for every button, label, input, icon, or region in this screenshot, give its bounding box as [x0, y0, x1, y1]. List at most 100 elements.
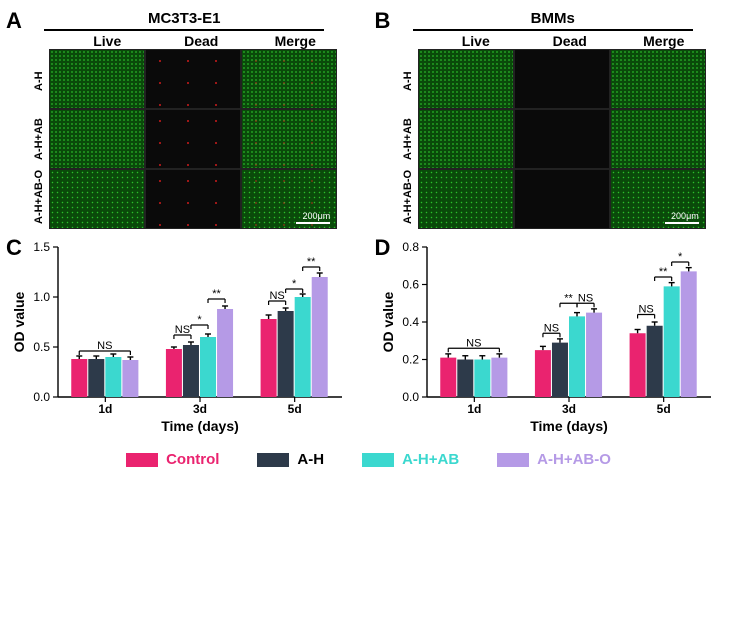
panel-b-title-line: [413, 29, 693, 31]
svg-text:NS: NS: [543, 322, 558, 334]
micrograph-merge: [242, 110, 336, 168]
panel-b-title: BMMs: [531, 10, 575, 27]
svg-text:*: *: [678, 251, 683, 263]
legend: Control A-H A-H+AB A-H+AB-O: [10, 445, 727, 468]
micrograph-merge: [242, 50, 336, 108]
svg-text:NS: NS: [466, 337, 481, 349]
row-label: A-H+AB: [400, 110, 416, 168]
svg-text:5d: 5d: [656, 402, 670, 416]
svg-text:1d: 1d: [467, 402, 481, 416]
panel-b-row-labels: A-H A-H+AB A-H+AB-O: [400, 49, 416, 229]
panel-a-title: MC3T3-E1: [148, 10, 221, 27]
panel-b-letter: B: [375, 8, 391, 34]
svg-text:NS: NS: [97, 340, 112, 352]
svg-text:OD value: OD value: [380, 291, 396, 352]
micrograph-live: [419, 110, 513, 168]
svg-text:Time (days): Time (days): [161, 418, 239, 434]
col-label: Dead: [154, 33, 248, 49]
legend-item: Control: [126, 451, 219, 468]
legend-item: A-H+AB: [362, 451, 459, 468]
svg-text:0.0: 0.0: [33, 390, 50, 404]
panel-b-col-labels: Live Dead Merge: [429, 33, 711, 49]
row-label: A-H: [31, 52, 47, 110]
panel-b: B BMMs Live Dead Merge A-H A-H+AB A-H+AB…: [379, 10, 728, 229]
micrograph-dead: [146, 170, 240, 228]
svg-text:**: **: [564, 292, 573, 304]
svg-text:0.4: 0.4: [402, 315, 419, 329]
col-label: Live: [429, 33, 523, 49]
legend-swatch: [362, 453, 394, 467]
panel-b-imagegrid: BMMs Live Dead Merge A-H A-H+AB A-H+AB-O…: [379, 10, 728, 229]
svg-text:NS: NS: [577, 292, 592, 304]
svg-text:3d: 3d: [193, 402, 207, 416]
svg-text:*: *: [292, 278, 297, 290]
row-label: A-H+AB-O: [31, 168, 47, 226]
micrograph-live: [419, 50, 513, 108]
svg-text:1d: 1d: [98, 402, 112, 416]
panel-c: C 0.00.51.01.51d3d5dOD valueTime (days)N…: [10, 237, 359, 437]
panel-b-grid: 200μm: [418, 49, 706, 229]
svg-text:1.0: 1.0: [33, 290, 50, 304]
legend-label: A-H+AB: [402, 451, 459, 468]
svg-text:0.6: 0.6: [402, 278, 419, 292]
svg-text:**: **: [307, 256, 316, 268]
svg-text:NS: NS: [175, 324, 190, 336]
legend-swatch: [497, 453, 529, 467]
micrograph-dead: [515, 170, 609, 228]
micrograph-live: [50, 170, 144, 228]
micrograph-merge: 200μm: [242, 170, 336, 228]
panel-a-imagegrid: MC3T3-E1 Live Dead Merge A-H A-H+AB A-H+…: [10, 10, 359, 229]
svg-text:Time (days): Time (days): [530, 418, 608, 434]
svg-text:5d: 5d: [288, 402, 302, 416]
panel-a-col-labels: Live Dead Merge: [60, 33, 342, 49]
micrograph-dead: [515, 110, 609, 168]
legend-label: A-H: [297, 451, 324, 468]
row-label: A-H+AB-O: [400, 168, 416, 226]
svg-text:0.5: 0.5: [33, 340, 50, 354]
panel-a: A MC3T3-E1 Live Dead Merge A-H A-H+AB A-…: [10, 10, 359, 229]
panel-a-grid: 200μm: [49, 49, 337, 229]
svg-text:NS: NS: [269, 290, 284, 302]
svg-text:OD value: OD value: [11, 291, 27, 352]
col-label: Merge: [617, 33, 711, 49]
svg-text:3d: 3d: [561, 402, 575, 416]
chart-d: 0.0 0.2 0.4 0.6 0.8 1d 3d 5d OD value Time (days)…: [379, 237, 719, 437]
micrograph-live: [50, 50, 144, 108]
col-label: Dead: [523, 33, 617, 49]
svg-text:0.8: 0.8: [402, 240, 419, 254]
micrograph-merge: [611, 110, 705, 168]
chart-c: 0.0 0.5 1.0 1.5 1d 3d 5d OD value Time (days) NS N…: [10, 237, 350, 437]
panel-d: D 0.00.20.40.60.81d3d5dOD valueTime (day…: [379, 237, 728, 437]
figure: A MC3T3-E1 Live Dead Merge A-H A-H+AB A-…: [10, 10, 727, 468]
panel-a-letter: A: [6, 8, 22, 34]
panel-a-row-labels: A-H A-H+AB A-H+AB-O: [31, 49, 47, 229]
row-label: A-H+AB: [31, 110, 47, 168]
svg-text:**: **: [212, 288, 221, 300]
legend-item: A-H+AB-O: [497, 451, 611, 468]
scale-bar: 200μm: [665, 211, 699, 224]
svg-text:**: **: [658, 266, 667, 278]
svg-text:0.2: 0.2: [402, 353, 419, 367]
row-label: A-H: [400, 52, 416, 110]
panel-c-letter: C: [6, 235, 22, 261]
scale-bar: 200μm: [296, 211, 330, 224]
svg-text:0.0: 0.0: [402, 390, 419, 404]
micrograph-dead: [146, 50, 240, 108]
legend-item: A-H: [257, 451, 324, 468]
legend-label: Control: [166, 451, 219, 468]
micrograph-merge: [611, 50, 705, 108]
svg-text:1.5: 1.5: [33, 240, 50, 254]
svg-text:NS: NS: [638, 304, 653, 316]
micrograph-merge: 200μm: [611, 170, 705, 228]
panel-a-title-line: [44, 29, 324, 31]
col-label: Live: [60, 33, 154, 49]
micrograph-live: [419, 170, 513, 228]
micrograph-live: [50, 110, 144, 168]
legend-label: A-H+AB-O: [537, 451, 611, 468]
micrograph-dead: [515, 50, 609, 108]
panel-d-letter: D: [375, 235, 391, 261]
svg-text:*: *: [197, 314, 202, 326]
legend-swatch: [257, 453, 289, 467]
micrograph-dead: [146, 110, 240, 168]
legend-swatch: [126, 453, 158, 467]
